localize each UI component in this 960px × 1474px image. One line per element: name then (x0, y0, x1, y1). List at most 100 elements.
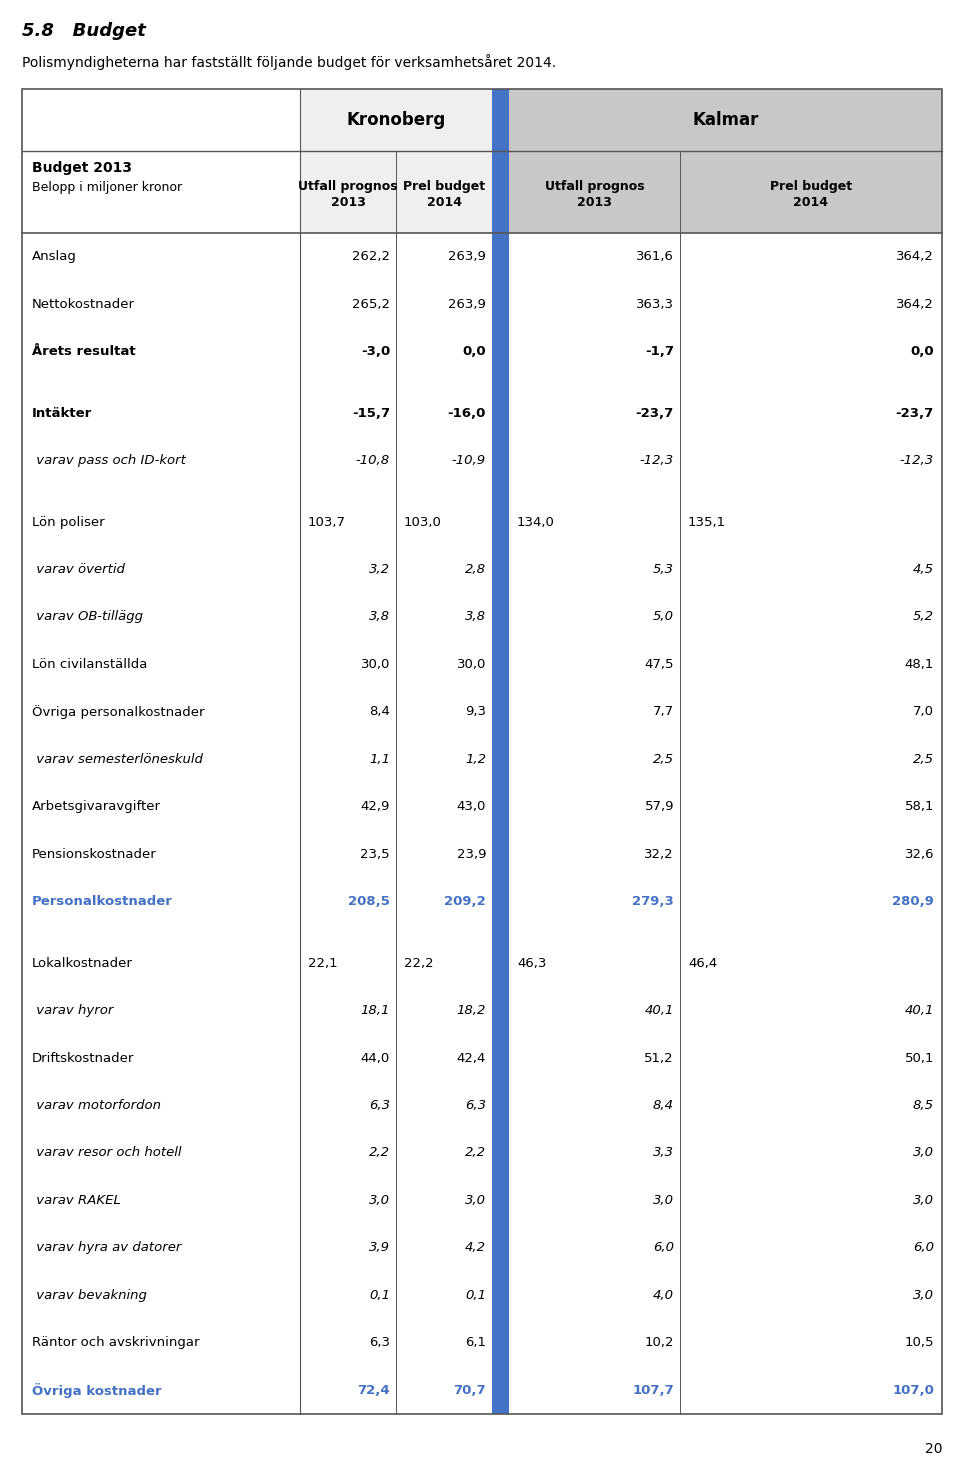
Text: 5.8   Budget: 5.8 Budget (22, 22, 146, 40)
Text: Räntor och avskrivningar: Räntor och avskrivningar (32, 1337, 200, 1349)
Text: Lokalkostnader: Lokalkostnader (32, 957, 132, 970)
Text: 70,7: 70,7 (453, 1384, 486, 1397)
Text: 10,2: 10,2 (644, 1337, 674, 1349)
Text: 6,0: 6,0 (653, 1241, 674, 1254)
Text: Pensionskostnader: Pensionskostnader (32, 848, 156, 861)
Text: Övriga kostnader: Övriga kostnader (32, 1383, 161, 1397)
Text: 8,4: 8,4 (653, 1100, 674, 1111)
Text: 5,3: 5,3 (653, 563, 674, 576)
Text: 361,6: 361,6 (636, 251, 674, 264)
Text: Personalkostnader: Personalkostnader (32, 895, 173, 908)
Bar (509, 88, 942, 233)
Text: 4,0: 4,0 (653, 1288, 674, 1302)
Text: 209,2: 209,2 (444, 895, 486, 908)
Text: 208,5: 208,5 (348, 895, 390, 908)
Text: Driftskostnader: Driftskostnader (32, 1051, 134, 1064)
Text: 2,5: 2,5 (913, 753, 934, 766)
Text: Lön civilanställda: Lön civilanställda (32, 657, 148, 671)
Text: -1,7: -1,7 (645, 345, 674, 358)
Text: 6,1: 6,1 (465, 1337, 486, 1349)
Text: 265,2: 265,2 (352, 298, 390, 311)
Text: 107,0: 107,0 (892, 1384, 934, 1397)
Text: 48,1: 48,1 (904, 657, 934, 671)
Text: 3,8: 3,8 (369, 610, 390, 624)
Text: 363,3: 363,3 (636, 298, 674, 311)
Text: 0,1: 0,1 (369, 1288, 390, 1302)
Text: 2013: 2013 (330, 196, 366, 208)
Text: varav hyror: varav hyror (32, 1004, 113, 1017)
Text: 18,1: 18,1 (361, 1004, 390, 1017)
Text: 46,3: 46,3 (517, 957, 546, 970)
Text: 6,0: 6,0 (913, 1241, 934, 1254)
Text: Lön poliser: Lön poliser (32, 516, 105, 529)
Bar (300, 88, 492, 233)
Text: 50,1: 50,1 (904, 1051, 934, 1064)
Text: 0,0: 0,0 (910, 345, 934, 358)
Text: 23,9: 23,9 (457, 848, 486, 861)
Text: 134,0: 134,0 (517, 516, 555, 529)
Text: Kalmar: Kalmar (692, 111, 758, 130)
Text: 2,5: 2,5 (653, 753, 674, 766)
Bar (22, 88, 942, 1414)
Text: Belopp i miljoner kronor: Belopp i miljoner kronor (32, 181, 182, 195)
Text: 22,2: 22,2 (404, 957, 434, 970)
Text: 0,1: 0,1 (465, 1288, 486, 1302)
Text: Intäkter: Intäkter (32, 407, 92, 420)
Text: Övriga personalkostnader: Övriga personalkostnader (32, 705, 204, 719)
Text: 364,2: 364,2 (896, 251, 934, 264)
Text: -15,7: -15,7 (352, 407, 390, 420)
Text: 3,2: 3,2 (369, 563, 390, 576)
Text: Arbetsgivaravgifter: Arbetsgivaravgifter (32, 800, 161, 814)
Text: 42,9: 42,9 (361, 800, 390, 814)
Text: 8,5: 8,5 (913, 1100, 934, 1111)
Text: 1,2: 1,2 (465, 753, 486, 766)
Text: 32,6: 32,6 (904, 848, 934, 861)
Text: 3,0: 3,0 (465, 1194, 486, 1207)
Text: Budget 2013: Budget 2013 (32, 161, 132, 175)
Text: 3,0: 3,0 (653, 1194, 674, 1207)
Text: 7,0: 7,0 (913, 706, 934, 718)
Text: 47,5: 47,5 (644, 657, 674, 671)
Text: 40,1: 40,1 (644, 1004, 674, 1017)
Text: 4,2: 4,2 (465, 1241, 486, 1254)
Text: -23,7: -23,7 (896, 407, 934, 420)
Text: 2013: 2013 (577, 196, 612, 208)
Text: 10,5: 10,5 (904, 1337, 934, 1349)
Text: 23,5: 23,5 (360, 848, 390, 861)
Text: 5,2: 5,2 (913, 610, 934, 624)
Text: 51,2: 51,2 (644, 1051, 674, 1064)
Text: 2,8: 2,8 (465, 563, 486, 576)
Text: 135,1: 135,1 (688, 516, 726, 529)
Text: Prel budget: Prel budget (403, 180, 485, 193)
Text: Utfall prognos: Utfall prognos (544, 180, 644, 193)
Text: varav pass och ID-kort: varav pass och ID-kort (32, 454, 186, 467)
Text: 3,0: 3,0 (369, 1194, 390, 1207)
Text: 103,7: 103,7 (308, 516, 346, 529)
Text: 3,0: 3,0 (913, 1147, 934, 1160)
Text: 58,1: 58,1 (904, 800, 934, 814)
Text: -16,0: -16,0 (447, 407, 486, 420)
Text: Kronoberg: Kronoberg (347, 111, 445, 130)
Text: 280,9: 280,9 (892, 895, 934, 908)
Text: 263,9: 263,9 (448, 298, 486, 311)
Text: 18,2: 18,2 (457, 1004, 486, 1017)
Text: varav hyra av datorer: varav hyra av datorer (32, 1241, 181, 1254)
Text: varav bevakning: varav bevakning (32, 1288, 147, 1302)
Text: 7,7: 7,7 (653, 706, 674, 718)
Text: 0,0: 0,0 (463, 345, 486, 358)
Text: 262,2: 262,2 (352, 251, 390, 264)
Text: -12,3: -12,3 (640, 454, 674, 467)
Text: 30,0: 30,0 (457, 657, 486, 671)
Text: -3,0: -3,0 (361, 345, 390, 358)
Text: -23,7: -23,7 (636, 407, 674, 420)
Text: 8,4: 8,4 (370, 706, 390, 718)
Text: varav motorfordon: varav motorfordon (32, 1100, 161, 1111)
Text: varav OB-tillägg: varav OB-tillägg (32, 610, 143, 624)
Text: 44,0: 44,0 (361, 1051, 390, 1064)
Text: 22,1: 22,1 (308, 957, 338, 970)
Text: 72,4: 72,4 (357, 1384, 390, 1397)
Text: -12,3: -12,3 (900, 454, 934, 467)
Text: Anslag: Anslag (32, 251, 77, 264)
Text: 2014: 2014 (426, 196, 462, 208)
Text: 57,9: 57,9 (644, 800, 674, 814)
